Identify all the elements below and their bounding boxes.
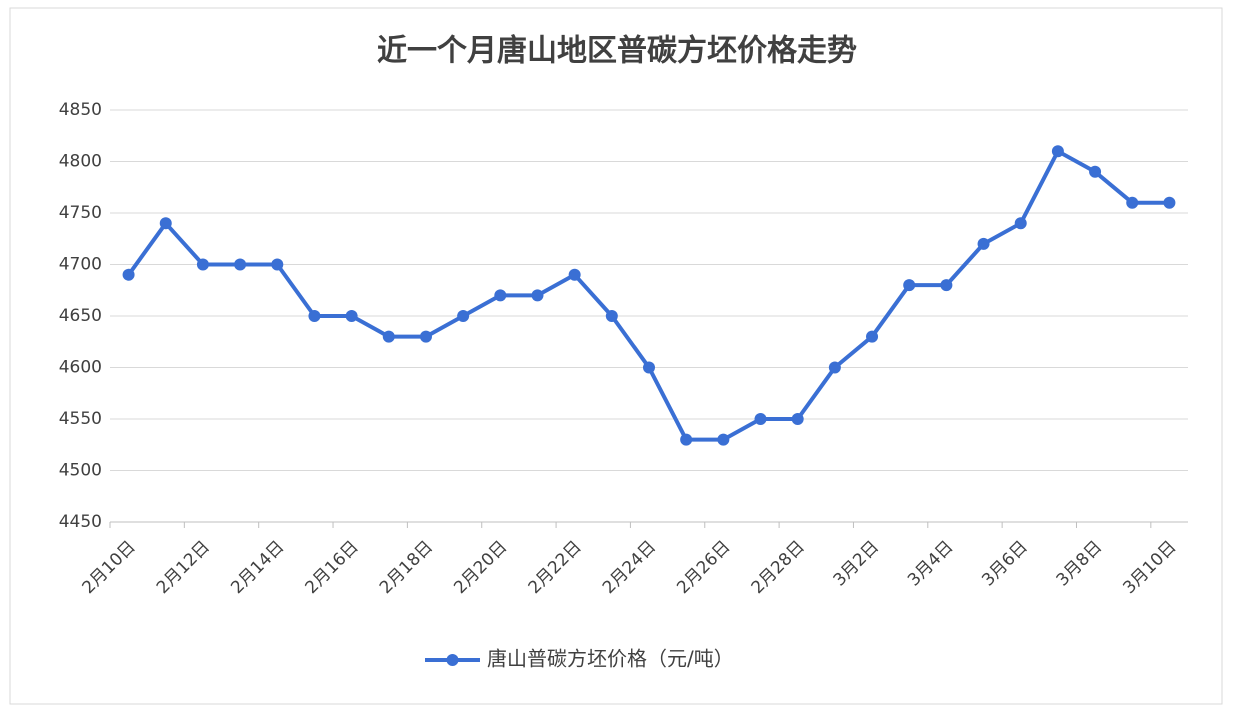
data-point — [1051, 145, 1064, 158]
data-point — [234, 258, 247, 271]
data-point — [940, 279, 953, 292]
chart-border — [9, 7, 1223, 705]
data-point — [717, 433, 730, 446]
data-point — [159, 217, 172, 230]
y-tick-label: 4550 — [59, 409, 102, 429]
chart-title: 近一个月唐山地区普碳方坯价格走势 — [377, 34, 857, 69]
data-point — [605, 310, 618, 322]
y-tick-label: 4650 — [59, 306, 102, 326]
data-point — [419, 330, 432, 343]
data-point — [271, 258, 284, 271]
data-point — [308, 310, 321, 322]
data-point — [345, 310, 358, 322]
data-point — [1163, 196, 1176, 209]
y-tick-label: 4800 — [59, 152, 102, 172]
data-point — [828, 361, 841, 374]
y-tick-label: 4750 — [59, 203, 102, 223]
y-tick-label: 4700 — [59, 255, 102, 275]
y-tick-label: 4500 — [59, 461, 102, 481]
data-point — [122, 268, 135, 281]
data-point — [977, 237, 990, 250]
legend-marker — [446, 654, 459, 666]
y-tick-label: 4850 — [59, 100, 102, 120]
data-point — [680, 433, 693, 446]
data-point — [457, 310, 470, 322]
data-point — [531, 289, 544, 302]
data-point — [1014, 217, 1027, 230]
data-point — [866, 330, 879, 343]
data-point — [382, 330, 395, 343]
legend-label: 唐山普碳方坯价格（元/吨） — [487, 647, 734, 671]
y-tick-label: 4450 — [59, 512, 102, 532]
data-point — [1089, 165, 1102, 178]
data-point — [643, 361, 655, 374]
y-tick-label: 4600 — [59, 358, 102, 378]
data-point — [568, 268, 581, 281]
data-point — [494, 289, 507, 302]
data-point — [903, 279, 916, 292]
data-point — [196, 258, 209, 271]
data-point — [791, 413, 804, 425]
data-point — [1126, 196, 1139, 209]
data-point — [754, 413, 767, 425]
